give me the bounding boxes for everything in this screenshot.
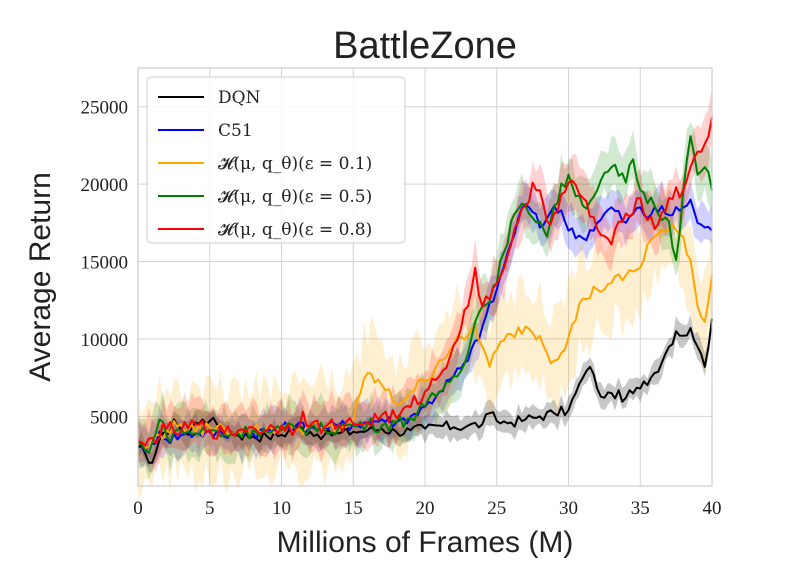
legend-label: C51 (218, 121, 253, 141)
series-band (138, 312, 712, 474)
series-lines (137, 117, 713, 464)
y-tick-label: 20000 (81, 175, 129, 196)
chart-title: BattleZone (333, 25, 517, 67)
tick-labels: 0 5 10 15 20 25 30 35 40 5000 10000 15000 20000 25000 (81, 98, 722, 519)
x-tick-label: 35 (631, 498, 650, 519)
series-band (138, 122, 712, 480)
series-line (137, 117, 713, 447)
x-tick-label: 10 (272, 498, 291, 519)
x-tick-label: 0 (133, 498, 143, 519)
legend-label: DQN (218, 88, 261, 108)
x-tick-label: 15 (344, 498, 363, 519)
legend-label: 𝓗(μ, q_θ)(ε = 0.1) (218, 154, 372, 174)
y-tick-label: 15000 (81, 253, 129, 274)
x-tick-label: 20 (416, 498, 435, 519)
y-tick-label: 10000 (81, 330, 129, 351)
y-tick-label: 25000 (81, 98, 129, 119)
x-axis-label: Millions of Frames (M) (277, 526, 574, 559)
series-band (138, 175, 712, 503)
legend-label: 𝓗(μ, q_θ)(ε = 0.5) (218, 187, 372, 207)
x-tick-label: 25 (487, 498, 506, 519)
x-tick-label: 40 (703, 498, 722, 519)
y-axis-label: Average Return (24, 172, 57, 382)
y-tick-label: 5000 (90, 407, 128, 428)
legend-label: 𝓗(μ, q_θ)(ε = 0.8) (218, 220, 372, 240)
legend: DQN C51 𝓗(μ, q_θ)(ε = 0.1) 𝓗(μ, q_θ)(ε = 0.… (146, 76, 406, 244)
plot-frame (137, 67, 713, 487)
legend-box (146, 76, 406, 244)
x-tick-label: 30 (559, 498, 578, 519)
x-tick-label: 5 (205, 498, 215, 519)
